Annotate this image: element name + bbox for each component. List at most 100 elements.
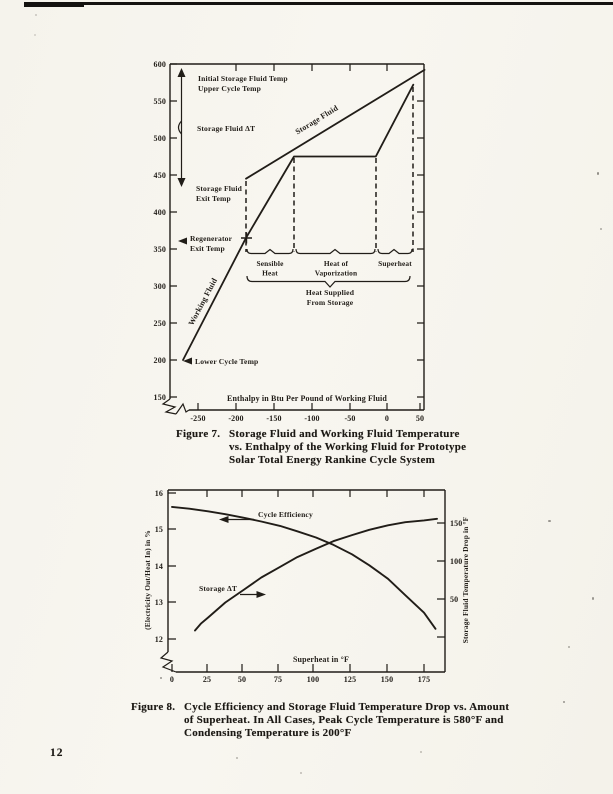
fig7-lower-cycle-label: Lower Cycle Temp: [195, 357, 258, 366]
fig8-storage-dt-label: Storage ΔT: [199, 584, 237, 593]
fig7-storage-dt-bracket: [177, 68, 186, 187]
tick-label: 500: [154, 134, 166, 143]
tick-label: 13: [155, 598, 163, 607]
fig7-exit-temp-label-1: Storage Fluid: [196, 184, 243, 193]
tick-label: 175: [418, 675, 430, 684]
fig7-supplied-label-1: Heat Supplied: [306, 288, 355, 297]
fig7-superheat-label: Superheat: [378, 259, 412, 268]
scan-speck: [160, 677, 162, 679]
fig7-top-tick-marks: [235, 64, 388, 71]
tick-label: 50: [416, 414, 424, 423]
scan-speck: [420, 751, 422, 753]
scan-speck: [548, 520, 551, 522]
figure7-caption-text: Storage Fluid and Working Fluid Temperat…: [229, 428, 466, 468]
tick-label: 300: [154, 282, 166, 291]
fig8-efficiency-arrow: [219, 516, 254, 523]
tick-label: 50: [450, 595, 458, 604]
scan-speck: [34, 34, 36, 36]
fig8-left-axis-title: (Electricity Out/Heat In) in %: [143, 530, 152, 630]
fig7-storage-dt-label: Storage Fluid ΔT: [197, 124, 255, 133]
figure7-caption: Figure 7. Storage Fluid and Working Flui…: [176, 428, 536, 468]
tick-label: 350: [154, 245, 166, 254]
tick-label: 25: [203, 675, 211, 684]
scan-speck: [563, 701, 565, 703]
fig7-x-tick-labels: -250 -200 -150 -100 -50 0 50: [190, 414, 424, 423]
caption-line: Solar Total Energy Rankine Cycle System: [229, 454, 436, 467]
tick-label: -200: [228, 414, 243, 423]
fig7-working-fluid-series-label: Working Fluid: [187, 276, 220, 327]
fig7-sensible-heat-brace: [246, 248, 294, 255]
scan-speck: [568, 646, 570, 648]
fig7-y-tick-labels: 600 550 500 450 400 350 300 250 200 150: [154, 60, 166, 402]
fig8-right-tick-labels: 150 100 50: [450, 519, 462, 604]
figure8-caption-label: Figure 8.: [131, 701, 176, 713]
caption-line: Cycle Efficiency and Storage Fluid Tempe…: [184, 701, 510, 713]
fig7-right-tick-marks: [417, 100, 424, 398]
figure7-caption-label: Figure 7.: [176, 428, 221, 440]
tick-label: 150: [381, 675, 393, 684]
fig7-vapor-label-2: Vaporization: [315, 269, 358, 278]
tick-label: 450: [154, 171, 166, 180]
fig8-storage-dt-arrow: [240, 591, 266, 598]
fig7-sensible-label-1: Sensible: [256, 259, 284, 268]
fig7-dashed-boundaries: [245, 87, 414, 252]
caption-line: of Superheat. In All Cases, Peak Cycle T…: [184, 714, 504, 727]
fig7-heat-supplied-brace: [246, 275, 411, 288]
fig7-y-tick-marks: [170, 63, 177, 398]
fig7-vapor-label-1: Heat of: [324, 259, 349, 268]
tick-label: 12: [155, 635, 163, 644]
tick-label: 125: [344, 675, 356, 684]
tick-label: -250: [190, 414, 205, 423]
fig8-left-tick-labels: 16 15 14 13 12: [155, 489, 163, 644]
scan-speck: [592, 597, 594, 600]
tick-label: 100: [307, 675, 319, 684]
scan-speck: [597, 172, 599, 175]
fig7-supplied-label-2: From Storage: [307, 298, 354, 307]
tick-label: 150: [154, 393, 166, 402]
tick-label: 0: [385, 414, 389, 423]
fig7-storage-fluid-line: [245, 69, 426, 180]
scan-speck: [600, 228, 602, 230]
fig8-top-tick-marks: [206, 490, 425, 497]
caption-line: Condensing Temperature is 200°F: [184, 727, 352, 740]
tick-label: 250: [154, 319, 166, 328]
tick-label: 50: [238, 675, 246, 684]
fig8-x-tick-labels: 0 25 50 75 100 125 150 175: [170, 675, 430, 684]
scan-edge-blob: [24, 2, 84, 7]
fig7-x-axis-break: [175, 402, 190, 415]
tick-label: 550: [154, 97, 166, 106]
page-number: 12: [50, 747, 64, 759]
tick-label: 16: [155, 489, 163, 498]
fig7-x-tick-marks: [197, 403, 421, 410]
caption-line: Storage Fluid and Working Fluid Temperat…: [229, 428, 460, 440]
fig7-x-axis-title: Enthalpy in Btu Per Pound of Working Flu…: [227, 394, 387, 403]
tick-label: -150: [266, 414, 281, 423]
tick-label: -100: [304, 414, 319, 423]
fig8-left-axis-break: [159, 651, 177, 673]
fig8-right-tick-marks: [437, 522, 445, 638]
tick-label: -50: [344, 414, 355, 423]
fig7-regenerator-arrow: [178, 237, 187, 245]
figure8-caption-text: Cycle Efficiency and Storage Fluid Tempe…: [184, 701, 509, 741]
fig8-x-axis-title: Superheat in °F: [293, 655, 349, 664]
fig8-cycle-efficiency-curve: [171, 505, 437, 630]
tick-label: 600: [154, 60, 166, 69]
fig7-storage-fluid-series-label: Storage Fluid: [294, 103, 340, 136]
fig7-vaporization-brace: [295, 248, 376, 255]
scan-speck: [300, 772, 302, 774]
fig8-left-tick-marks: [168, 492, 176, 640]
caption-line: vs. Enthalpy of the Working Fluid for Pr…: [229, 441, 467, 454]
scan-edge-line: [24, 2, 613, 5]
fig7-y-axis-break: [161, 398, 177, 415]
tick-label: 14: [155, 562, 163, 571]
fig8-efficiency-label: Cycle Efficiency: [258, 510, 313, 519]
tick-label: 75: [274, 675, 282, 684]
fig7-regenerator-point-marker: [241, 232, 252, 244]
scan-speck: [35, 14, 37, 16]
fig7-superheat-brace: [377, 248, 413, 255]
fig7-regen-label-1: Regenerator: [190, 234, 233, 243]
